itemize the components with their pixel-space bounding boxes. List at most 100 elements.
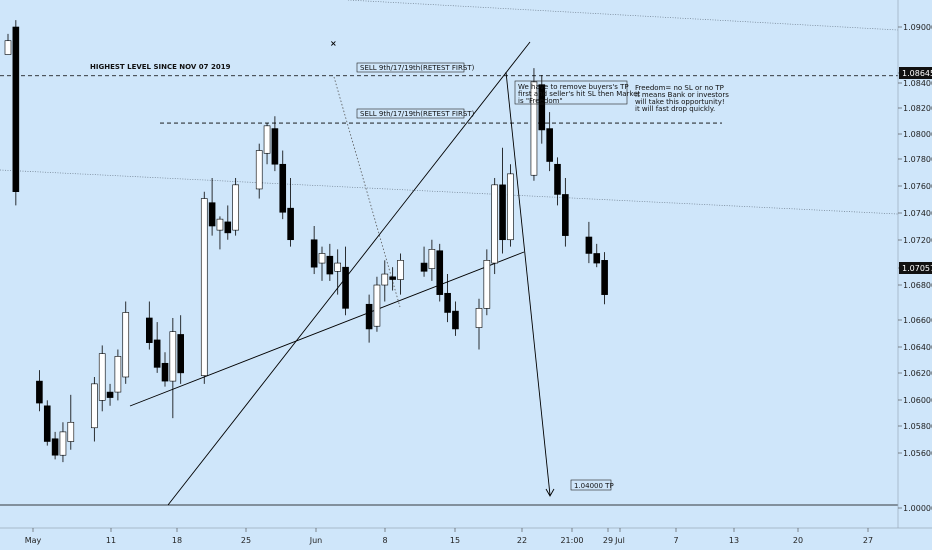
candle-down[interactable]	[43, 405, 51, 442]
y-tick-label: 1.05600	[903, 449, 932, 458]
candle-up[interactable]	[232, 184, 239, 231]
candle-down[interactable]	[389, 276, 396, 280]
tp-label: 1.04000 TP	[574, 482, 614, 490]
candle-up[interactable]	[334, 262, 342, 272]
candle-down[interactable]	[146, 317, 153, 343]
highest-level-label: HIGHEST LEVEL SINCE NOV 07 2019	[90, 63, 231, 71]
x-tick-label: 20	[793, 536, 803, 545]
candle-up[interactable]	[475, 308, 483, 328]
x-axis[interactable]: May 11 18 25 Jun 8 15 22 21:00 29 Jul 7 13 20 27	[25, 528, 873, 545]
candle-down[interactable]	[161, 362, 169, 382]
x-tick-label: 22	[517, 536, 527, 545]
candle-down[interactable]	[342, 266, 349, 309]
candle-down[interactable]	[585, 236, 593, 254]
y-tick-label: 1.06400	[903, 343, 932, 352]
y-tick-label: 1.07600	[903, 182, 932, 191]
freedom-line-3: will take this opportunity!	[635, 98, 725, 106]
y-tick-label: 1.06800	[903, 281, 932, 290]
candle-down[interactable]	[153, 339, 161, 368]
y-tick-label: 1.07400	[903, 209, 932, 218]
x-tick-label: 21:00	[560, 536, 583, 545]
upper-channel-line	[347, 0, 899, 31]
candle-up[interactable]	[255, 150, 263, 190]
candle-up[interactable]	[397, 260, 404, 280]
candle-down[interactable]	[436, 250, 444, 295]
candle-up[interactable]	[263, 125, 271, 154]
y-tick-label: 1.06200	[903, 369, 932, 378]
candle-up[interactable]	[169, 331, 177, 382]
y-tick-label: 1.07200	[903, 236, 932, 245]
candle-down[interactable]	[51, 438, 59, 456]
sell-lower-label: SELL 9th/17/19th(RETEST FIRST)	[360, 110, 475, 118]
y-tick-label: 1.08400	[903, 79, 932, 88]
candle-up[interactable]	[98, 353, 106, 401]
x-tick-label: 18	[172, 536, 182, 545]
rising-support-line	[129, 251, 525, 407]
candle-down[interactable]	[365, 303, 373, 330]
y-tick-label: 1.00000	[903, 504, 932, 513]
y-tick-label: 1.05800	[903, 422, 932, 431]
candle-down[interactable]	[593, 253, 601, 264]
candle-down[interactable]	[208, 202, 216, 227]
x-tick-label: Jun	[309, 536, 323, 545]
candle-down[interactable]	[326, 255, 334, 275]
candle-up[interactable]	[67, 421, 75, 442]
candle-up[interactable]	[373, 284, 381, 327]
candle-up[interactable]	[530, 81, 538, 176]
candle-down[interactable]	[106, 391, 114, 398]
candle-up[interactable]	[122, 312, 130, 378]
sell-lower-box	[356, 108, 465, 119]
dotted-downtrend-line	[333, 76, 401, 308]
candle-down[interactable]	[554, 163, 561, 195]
candle-down[interactable]	[452, 310, 459, 330]
candle-up[interactable]	[318, 253, 326, 264]
explanation-line-3: is "Freedom"	[518, 97, 563, 105]
candle-up[interactable]	[91, 383, 98, 429]
candle-down[interactable]	[279, 163, 287, 213]
candle-down[interactable]	[546, 128, 553, 162]
candle-up[interactable]	[491, 184, 499, 264]
projection-arrow-line	[505, 71, 551, 496]
candle-down[interactable]	[271, 128, 279, 165]
y-tick-label: 1.06000	[903, 396, 932, 405]
freedom-line-1: Freedom= no SL or no TP	[635, 84, 724, 92]
sell-upper-box	[356, 62, 465, 73]
candle-down[interactable]	[499, 184, 506, 241]
y-tick-label: 1.07800	[903, 155, 932, 164]
candle-up[interactable]	[216, 218, 224, 231]
candle-up[interactable]	[4, 40, 12, 55]
x-tick-label: 15	[450, 536, 460, 545]
candle-up[interactable]	[483, 260, 491, 309]
y-tick-label: 1.08200	[903, 104, 932, 113]
candle-down[interactable]	[287, 207, 294, 241]
candle-down[interactable]	[224, 221, 232, 234]
freedom-line-2: it means Bank or investors	[635, 91, 729, 99]
candle-down[interactable]	[601, 260, 608, 295]
candle-up[interactable]	[507, 173, 514, 241]
candle-down[interactable]	[444, 292, 451, 313]
price-badge-label: 1.07057	[902, 264, 932, 273]
tp-box	[570, 479, 612, 491]
candle-up[interactable]	[114, 356, 122, 393]
x-tick-label: 27	[863, 536, 873, 545]
price-badge-label: 1.08645	[902, 69, 932, 78]
candle-down[interactable]	[36, 380, 43, 404]
candle-down[interactable]	[310, 239, 318, 268]
sell-upper-label: SELL 9th/17/19th(RETEST FIRST)	[360, 64, 475, 72]
x-tick-label: 11	[106, 536, 116, 545]
x-tick-label: 7	[673, 536, 678, 545]
candle-down[interactable]	[562, 194, 569, 236]
candle-down[interactable]	[538, 84, 546, 131]
price-badge	[899, 67, 932, 79]
candle-down[interactable]	[177, 334, 184, 374]
candle-up[interactable]	[200, 198, 208, 376]
candle-down[interactable]	[12, 26, 20, 192]
candle-up[interactable]	[428, 249, 436, 269]
y-tick-label: 1.08000	[903, 130, 932, 139]
candle-up[interactable]	[381, 273, 389, 286]
candle-up[interactable]	[59, 431, 67, 456]
candle-down[interactable]	[420, 262, 428, 272]
y-tick-label: 1.06600	[903, 316, 932, 325]
